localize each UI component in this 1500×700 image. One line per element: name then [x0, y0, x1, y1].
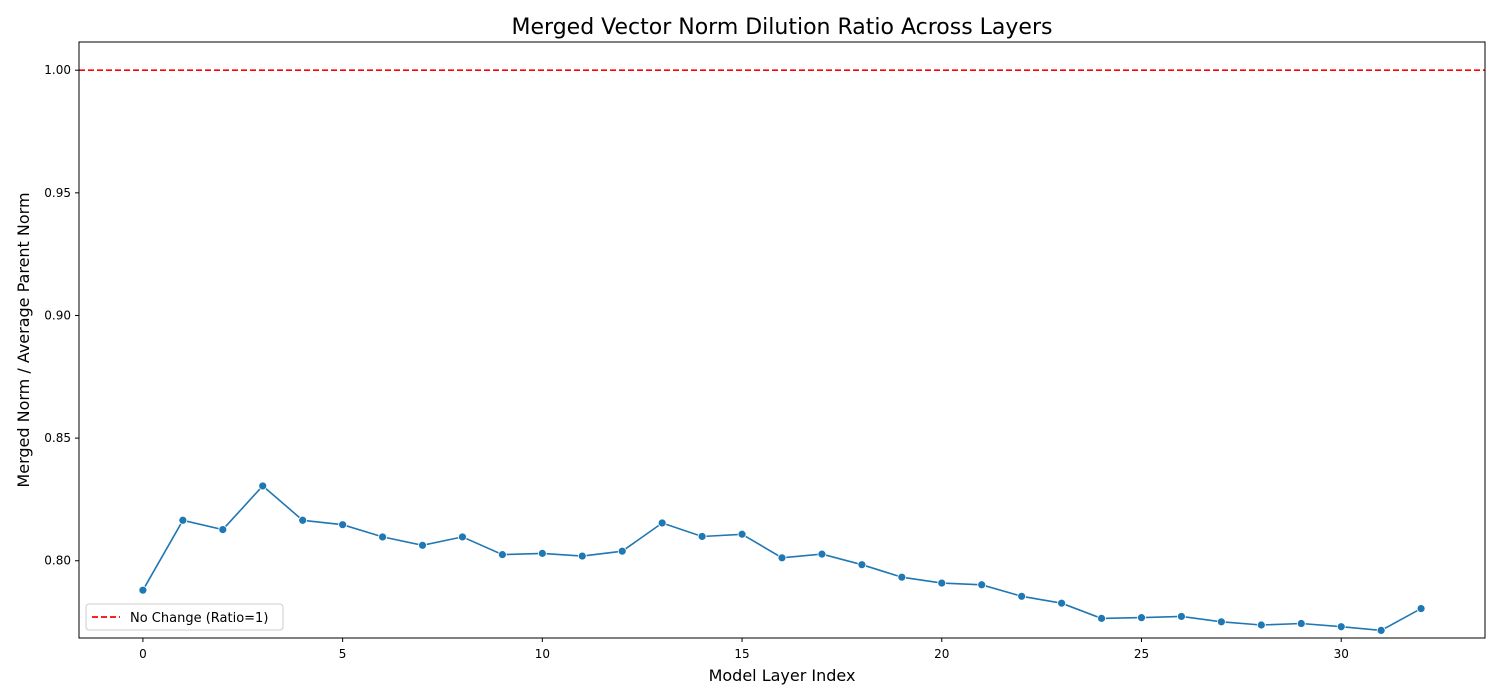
- y-tick-label: 0.80: [44, 554, 71, 568]
- data-point: [258, 481, 268, 491]
- y-tick-label: 0.95: [44, 186, 71, 200]
- data-point: [378, 532, 387, 542]
- data-point: [617, 546, 627, 556]
- data-point: [657, 518, 667, 528]
- x-tick-label: 25: [1134, 647, 1149, 661]
- data-point: [338, 520, 348, 530]
- data-point: [1376, 625, 1386, 635]
- data-point: [1057, 598, 1067, 608]
- x-tick-label: 15: [734, 647, 749, 661]
- data-point: [458, 532, 467, 542]
- x-tick-label: 30: [1334, 647, 1349, 661]
- legend: No Change (Ratio=1): [85, 603, 284, 631]
- data-point: [138, 585, 148, 595]
- data-point: [497, 550, 507, 560]
- data-point: [218, 525, 228, 534]
- data-point: [817, 549, 827, 559]
- data-point: [178, 515, 188, 525]
- data-point: [1017, 591, 1027, 601]
- data-point: [897, 572, 907, 582]
- data-point: [1177, 612, 1186, 621]
- x-tick-label: 20: [934, 647, 949, 661]
- data-point: [1296, 619, 1306, 628]
- data-point: [777, 553, 787, 563]
- x-tick-label: 0: [139, 647, 147, 661]
- y-axis-title: Merged Norm / Average Parent Norm: [14, 192, 33, 487]
- data-point: [1137, 613, 1146, 623]
- data-point: [418, 540, 427, 550]
- legend-box: [85, 603, 284, 631]
- data-point: [1416, 604, 1426, 613]
- x-axis-title: Model Layer Index: [709, 666, 856, 685]
- y-tick-label: 0.90: [44, 308, 71, 322]
- data-point: [1336, 622, 1346, 632]
- data-point: [857, 560, 867, 570]
- data-point: [1216, 617, 1226, 627]
- y-tick-label: 0.85: [44, 431, 71, 445]
- data-point: [697, 532, 707, 541]
- data-point: [537, 548, 547, 558]
- data-point: [1256, 620, 1266, 630]
- x-tick-label: 10: [535, 647, 550, 661]
- data-point: [1097, 613, 1106, 623]
- data-point: [977, 580, 987, 590]
- data-point: [937, 578, 947, 588]
- plot-frame: [78, 41, 1486, 639]
- data-point: [577, 551, 587, 561]
- x-tick-label: 5: [339, 647, 347, 661]
- data-point: [737, 529, 747, 539]
- legend-label: No Change (Ratio=1): [130, 611, 268, 626]
- data-point: [298, 515, 308, 525]
- chart-title: Merged Vector Norm Dilution Ratio Across…: [512, 15, 1053, 40]
- y-tick-label: 1.00: [44, 63, 71, 77]
